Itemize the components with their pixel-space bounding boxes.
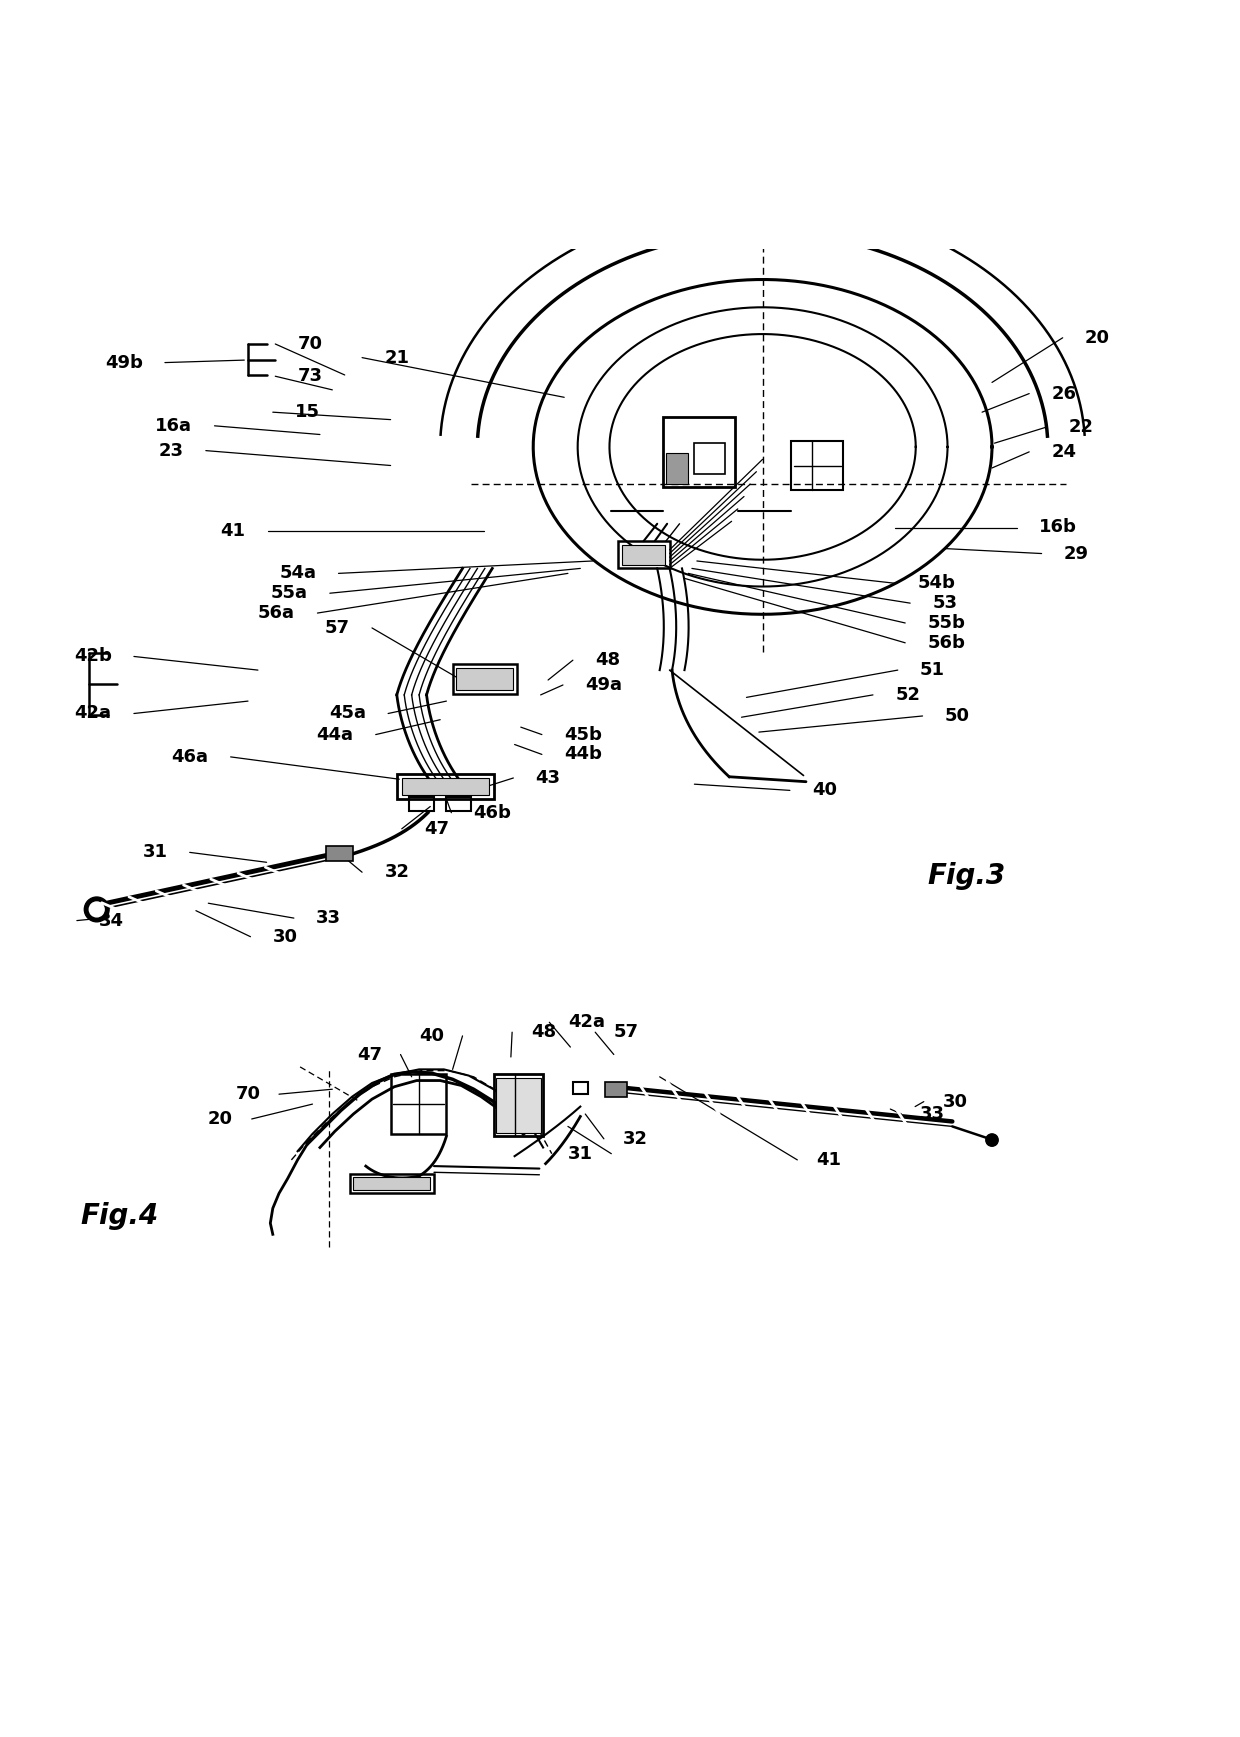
Bar — [350, 1174, 434, 1193]
Text: 73: 73 — [298, 367, 322, 386]
Bar — [391, 1075, 446, 1134]
Text: Fig.3: Fig.3 — [928, 862, 1006, 889]
Text: 45b: 45b — [564, 726, 603, 743]
Text: 41: 41 — [221, 523, 246, 540]
Text: 30: 30 — [942, 1093, 967, 1110]
Text: 24: 24 — [1052, 443, 1076, 460]
Bar — [446, 797, 471, 811]
Text: 30: 30 — [273, 928, 298, 945]
Text: 48: 48 — [595, 651, 620, 669]
Bar — [618, 542, 670, 568]
Text: 16b: 16b — [1039, 519, 1078, 537]
Text: 43: 43 — [536, 769, 560, 787]
Bar — [663, 417, 735, 486]
Text: 44a: 44a — [316, 726, 353, 743]
Bar — [622, 545, 665, 565]
Text: 22: 22 — [1069, 419, 1094, 436]
Text: 40: 40 — [419, 1027, 444, 1046]
Text: 32: 32 — [384, 863, 409, 881]
Text: 49a: 49a — [585, 676, 622, 695]
Text: 50: 50 — [945, 707, 970, 724]
Circle shape — [986, 1134, 998, 1146]
Text: 45a: 45a — [329, 705, 366, 723]
Text: 57: 57 — [325, 618, 350, 637]
Bar — [453, 664, 517, 693]
Text: 29: 29 — [1064, 544, 1089, 563]
Text: 54b: 54b — [918, 575, 956, 592]
Text: 21: 21 — [384, 349, 409, 367]
Text: 32: 32 — [622, 1129, 647, 1148]
Bar — [494, 1075, 543, 1136]
Bar — [694, 443, 725, 474]
Text: 34: 34 — [99, 912, 124, 929]
Text: 20: 20 — [1085, 328, 1110, 347]
Text: 70: 70 — [236, 1086, 260, 1103]
Text: 57: 57 — [614, 1023, 639, 1040]
Text: 53: 53 — [932, 594, 957, 611]
Bar — [791, 441, 843, 490]
Text: 33: 33 — [316, 908, 341, 928]
Bar — [666, 453, 688, 485]
Text: 41: 41 — [816, 1152, 841, 1169]
Text: 16a: 16a — [155, 417, 192, 434]
Bar — [402, 778, 489, 796]
Text: 56a: 56a — [258, 604, 295, 622]
Text: 47: 47 — [357, 1046, 382, 1063]
Text: 42a: 42a — [74, 705, 112, 723]
Text: 49b: 49b — [104, 354, 143, 372]
Text: 52: 52 — [895, 686, 920, 703]
Text: 48: 48 — [531, 1023, 556, 1040]
Text: 42a: 42a — [568, 1013, 605, 1032]
Text: 42b: 42b — [73, 648, 112, 665]
Text: 55b: 55b — [928, 613, 966, 632]
Bar — [326, 846, 353, 862]
Text: 23: 23 — [159, 441, 184, 460]
Bar — [573, 1082, 588, 1094]
Text: 26: 26 — [1052, 384, 1076, 403]
Text: 15: 15 — [295, 403, 320, 420]
Text: 56b: 56b — [928, 634, 966, 651]
Bar — [496, 1079, 541, 1133]
Text: 44b: 44b — [564, 745, 603, 764]
Text: 70: 70 — [298, 335, 322, 353]
Bar — [605, 1082, 627, 1096]
Text: 31: 31 — [568, 1145, 593, 1162]
Circle shape — [84, 896, 109, 922]
Text: 33: 33 — [920, 1105, 945, 1124]
Text: 54a: 54a — [279, 565, 316, 582]
Bar — [397, 775, 494, 799]
Bar — [456, 667, 513, 690]
Bar — [409, 797, 434, 811]
Text: 47: 47 — [424, 820, 449, 837]
Text: 20: 20 — [208, 1110, 233, 1127]
Text: Fig.4: Fig.4 — [81, 1202, 159, 1230]
Bar — [353, 1178, 430, 1190]
Text: 51: 51 — [920, 662, 945, 679]
Text: 46a: 46a — [171, 749, 208, 766]
Text: 31: 31 — [143, 844, 167, 862]
Circle shape — [89, 902, 104, 917]
Text: 55a: 55a — [270, 584, 308, 603]
Text: 46b: 46b — [474, 804, 512, 822]
Text: 40: 40 — [812, 782, 837, 799]
